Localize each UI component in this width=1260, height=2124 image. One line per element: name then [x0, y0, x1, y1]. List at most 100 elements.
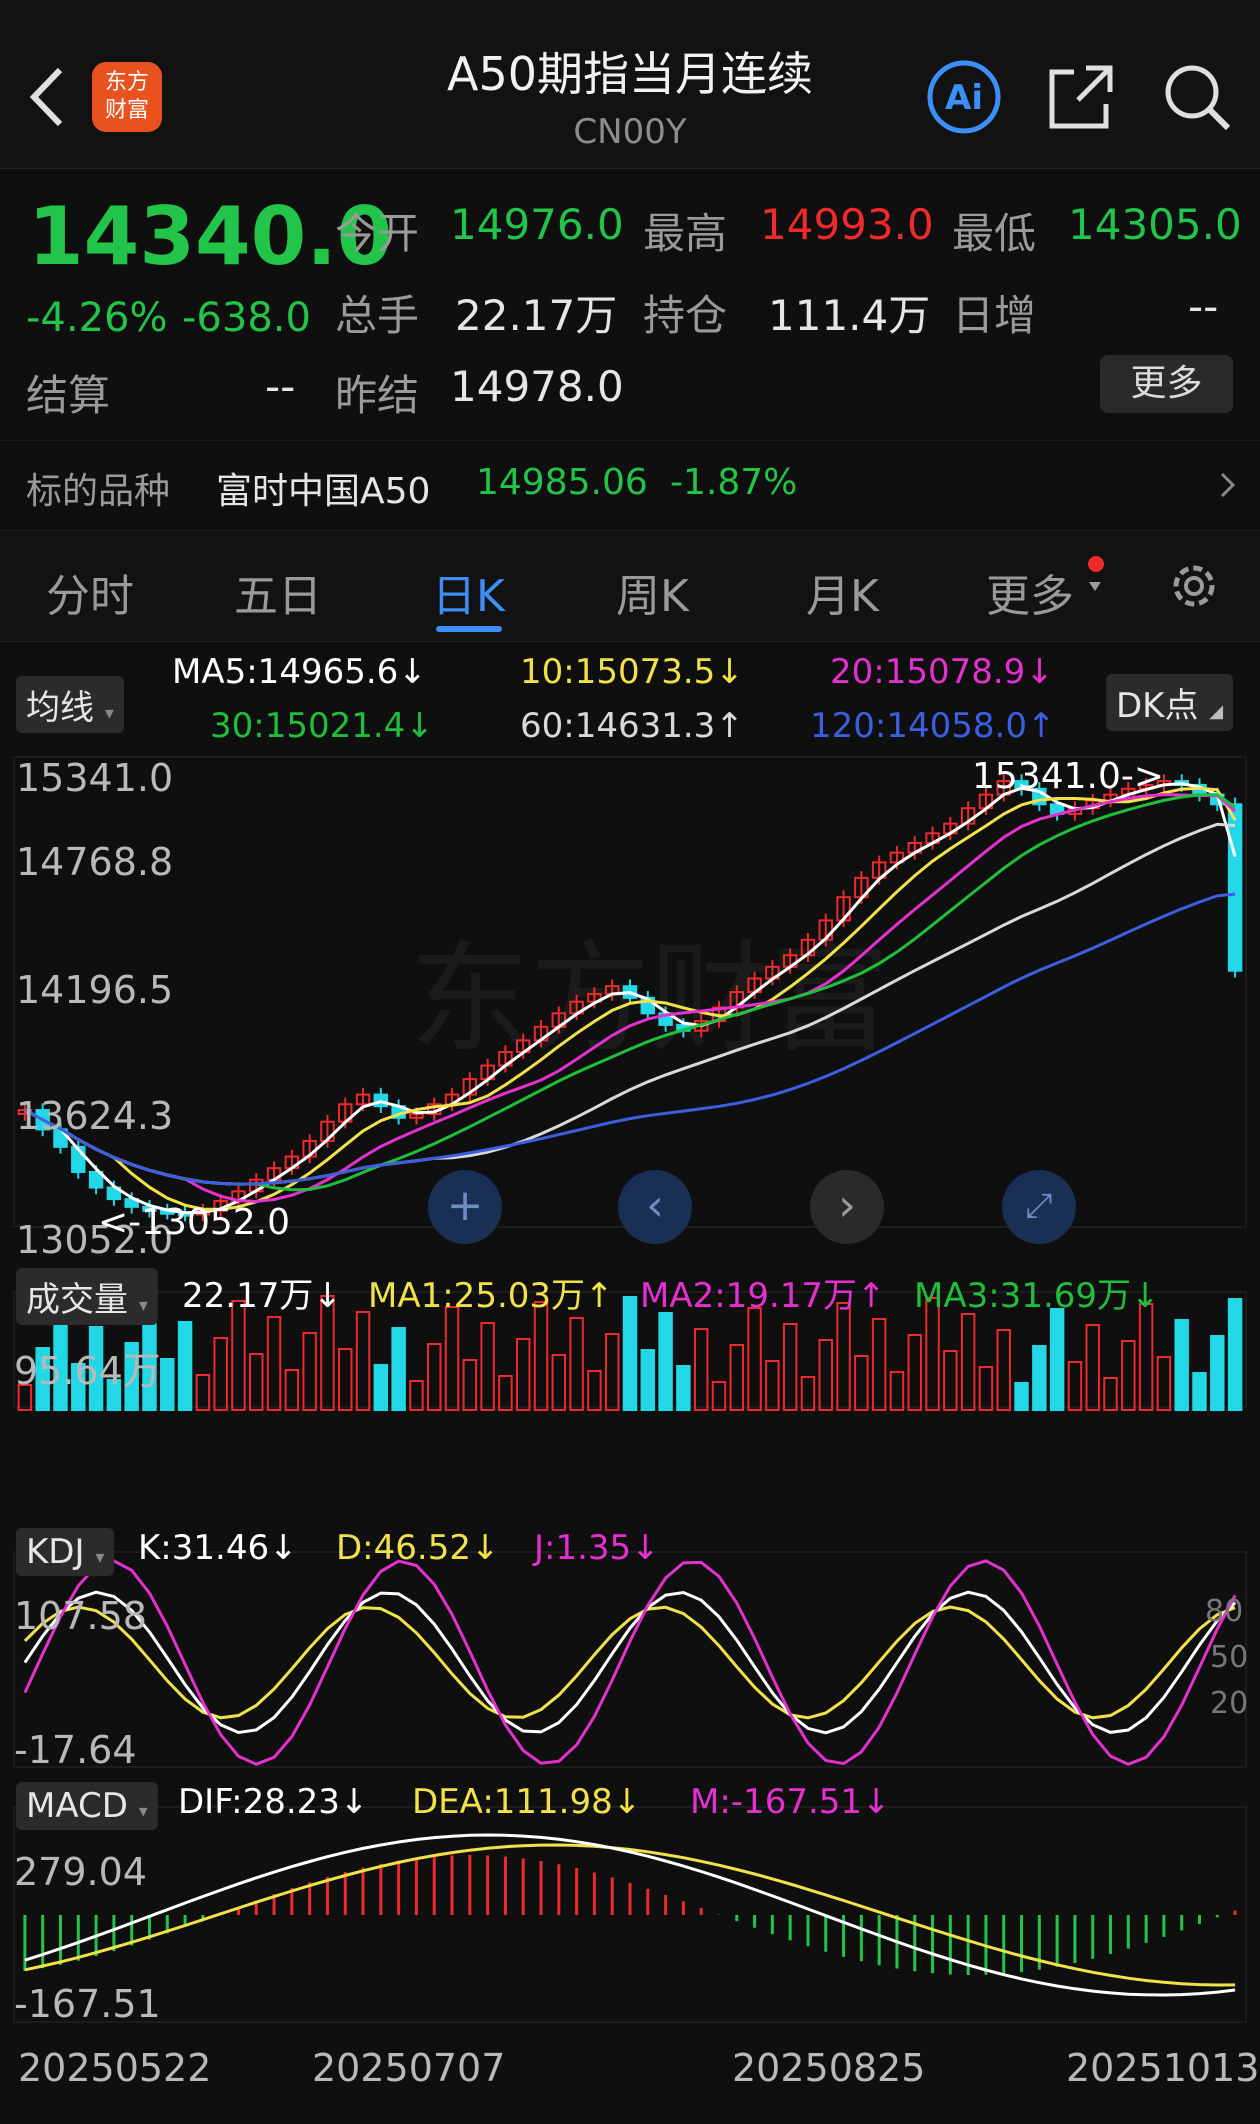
- volume-bar: [1227, 1298, 1243, 1411]
- volume-indicator-chip[interactable]: 成交量 ▾: [16, 1268, 158, 1325]
- kdj-chip-caret-icon: ▾: [95, 1547, 105, 1568]
- high-value: 14993.0: [760, 200, 934, 249]
- tab-more[interactable]: 更多: [986, 571, 1074, 622]
- volume-axis-max: 95.64万: [14, 1349, 161, 1393]
- volume-bar: [658, 1312, 673, 1411]
- prev-settle-label: 昨结: [335, 371, 420, 420]
- price-axis-max: 15341.0: [16, 756, 174, 800]
- volume-bar: [213, 1337, 228, 1411]
- panel-frame: [13, 1806, 1247, 2023]
- change-percent: -4.26%: [26, 295, 168, 341]
- settle-value: --: [265, 362, 296, 411]
- change-value: -638.0: [182, 295, 311, 341]
- ma10-line: [24, 786, 1237, 1211]
- volume-bar: [747, 1307, 762, 1411]
- volume-ma1: MA1:25.03万↑: [368, 1276, 614, 1316]
- volume-bar: [1156, 1356, 1172, 1411]
- volume-bar: [800, 1376, 816, 1411]
- volume-bar: [889, 1371, 905, 1411]
- zoom-in-button[interactable]: +: [428, 1170, 502, 1244]
- volume-bar: [622, 1296, 638, 1411]
- volume-bar: [765, 1360, 780, 1411]
- scroll-left-button[interactable]: ‹: [618, 1170, 692, 1244]
- tab-monthly-k[interactable]: 月K: [806, 571, 879, 622]
- volume-bar: [676, 1365, 691, 1411]
- volume-bar: [177, 1321, 193, 1411]
- volume-bar: [1085, 1324, 1100, 1411]
- low-marker: <-13052.0: [98, 1202, 291, 1243]
- kdj-j-line: [23, 1559, 1237, 1766]
- volume-bar: [338, 1348, 353, 1411]
- volume-bar: [1138, 1303, 1154, 1411]
- volume-bar: [462, 1359, 478, 1411]
- volume-bar: [124, 1342, 139, 1411]
- volume-bar: [1103, 1377, 1118, 1411]
- dk-point-label: DK点: [1116, 686, 1199, 726]
- ma10-value: 10:15073.5↓: [520, 652, 744, 692]
- app-logo: 东方 财富: [92, 62, 162, 132]
- ma5-line: [24, 782, 1237, 1215]
- kdj-level-80: 80: [1205, 1594, 1244, 1629]
- volume-bar: [231, 1300, 246, 1411]
- low-value: 14305.0: [1068, 200, 1242, 249]
- high-label: 最高: [643, 209, 728, 258]
- ma-indicator-chip[interactable]: 均线 ▾: [16, 676, 124, 733]
- kdj-k: K:31.46↓: [138, 1528, 298, 1568]
- underlying-label: 标的品种: [26, 471, 171, 512]
- candle-body: [889, 851, 905, 864]
- volume-bar: [17, 1384, 33, 1411]
- volume-bar: [854, 1355, 869, 1411]
- kdj-d: D:46.52↓: [336, 1528, 500, 1568]
- macd-indicator-chip[interactable]: MACD ▾: [16, 1782, 158, 1830]
- candle-body: [88, 1171, 104, 1189]
- ma60-value: 60:14631.3↑: [520, 706, 744, 746]
- share-icon[interactable]: [1046, 62, 1116, 132]
- volume-bar: [960, 1313, 976, 1411]
- fullscreen-button[interactable]: ⤢: [1002, 1170, 1076, 1244]
- volume-bar: [515, 1338, 531, 1411]
- tab-daily-k[interactable]: 日K: [432, 571, 505, 622]
- volume-bar: [498, 1375, 513, 1411]
- ai-icon[interactable]: Ai: [925, 58, 1003, 136]
- tab-intraday[interactable]: 分时: [46, 571, 134, 622]
- daily-increase-value: --: [1188, 282, 1219, 331]
- underlying-row[interactable]: [0, 440, 1260, 529]
- settings-gear-icon[interactable]: [1164, 556, 1224, 616]
- volume-bar: [907, 1334, 922, 1411]
- volume-bar: [729, 1344, 745, 1411]
- macd-dea: DEA:111.98↓: [412, 1782, 642, 1822]
- volume-bar: [711, 1381, 727, 1411]
- more-quote-button[interactable]: 更多: [1100, 355, 1233, 413]
- volume-bar: [35, 1347, 50, 1411]
- scroll-right-button[interactable]: ›: [810, 1170, 884, 1244]
- volume-bar: [409, 1380, 424, 1411]
- search-icon[interactable]: [1160, 60, 1234, 134]
- date-label-4: 20251013: [1066, 2046, 1260, 2090]
- tab-more-caret-icon: [1088, 578, 1102, 592]
- candle-body: [355, 1093, 371, 1106]
- kdj-d-line: [23, 1605, 1236, 1720]
- instrument-code: CN00Y: [573, 112, 687, 152]
- dk-point-chip[interactable]: DK点 ◢: [1106, 674, 1234, 731]
- ma20-value: 20:15078.9↓: [830, 652, 1054, 692]
- low-label: 最低: [952, 209, 1037, 258]
- volume-bar: [373, 1364, 389, 1411]
- volume-bar: [1210, 1335, 1225, 1411]
- ma120-line: [24, 892, 1236, 1186]
- volume-bar: [160, 1358, 175, 1411]
- kdj-chip-label: KDJ: [26, 1532, 85, 1572]
- volume-bar: [355, 1311, 371, 1411]
- macd-m: M:-167.51↓: [690, 1782, 891, 1822]
- ai-label: Ai: [945, 78, 983, 118]
- volume-bar: [88, 1326, 104, 1411]
- candlestick-chart[interactable]: 东方财富: [0, 755, 1260, 2075]
- open-value: 14976.0: [450, 200, 624, 249]
- kdj-axis-max: 107.58: [14, 1594, 147, 1638]
- last-price: 14340.0: [28, 190, 393, 283]
- back-icon[interactable]: [22, 62, 72, 132]
- tab-weekly-k[interactable]: 周K: [616, 571, 689, 622]
- volume-bar: [587, 1370, 602, 1411]
- chevron-right-icon: [1218, 470, 1238, 504]
- tab-five-day[interactable]: 五日: [234, 571, 322, 622]
- kdj-indicator-chip[interactable]: KDJ ▾: [16, 1528, 115, 1576]
